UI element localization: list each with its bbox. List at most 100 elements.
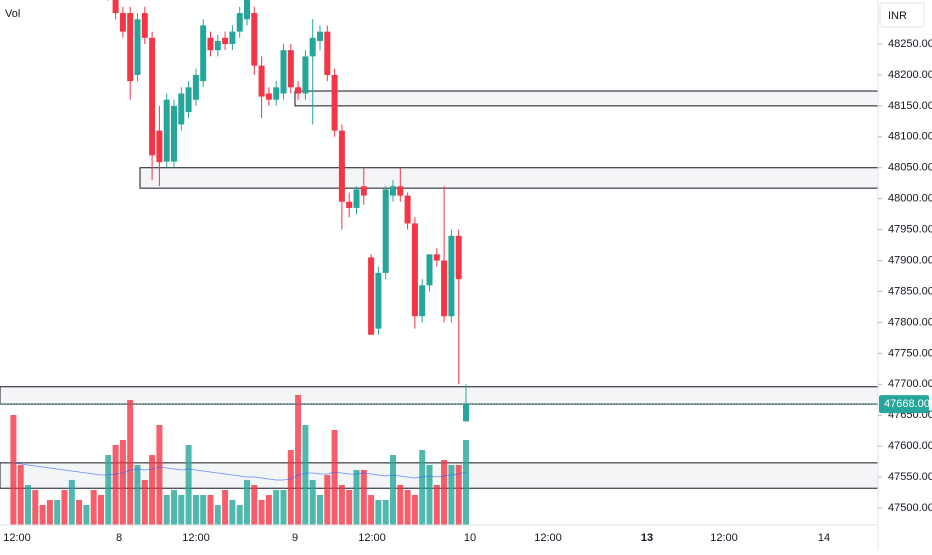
volume-bar <box>149 455 156 525</box>
y-tick-label: 47600.00 <box>888 440 932 452</box>
y-tick-label: 47900.00 <box>888 254 932 266</box>
candle-body <box>178 93 185 125</box>
candle-body <box>360 186 367 196</box>
volume-bar <box>141 480 148 525</box>
volume-bar <box>397 485 404 525</box>
zone <box>294 90 878 107</box>
volume-bar <box>207 495 214 525</box>
x-tick-label: 14 <box>818 532 830 544</box>
volume-bar <box>258 500 265 525</box>
volume-ma <box>13 462 467 481</box>
volume-bar <box>287 450 294 525</box>
volume-bar <box>419 450 426 525</box>
volume-bar <box>455 465 462 525</box>
candle-body <box>185 87 192 113</box>
volume-bar <box>463 440 469 525</box>
y-tick-label: 47850.00 <box>888 285 932 297</box>
y-tick-label: 47800.00 <box>888 316 932 328</box>
candle-body <box>156 130 163 163</box>
candle-body <box>426 254 433 286</box>
volume-bar <box>127 400 134 525</box>
volume-bar <box>222 490 229 525</box>
volume-bar <box>46 500 53 525</box>
candle-body <box>441 260 448 317</box>
candle-body <box>287 50 294 88</box>
candle-body <box>127 13 134 82</box>
volume-bar <box>448 465 455 525</box>
candle-body <box>251 13 258 66</box>
volume-bar <box>214 505 221 525</box>
volume-bar <box>244 480 250 525</box>
candle-body <box>317 31 323 41</box>
x-tick-label: 12:00 <box>710 532 738 544</box>
volume-bar <box>411 495 418 525</box>
volume-bar <box>61 490 68 525</box>
volume-bar <box>25 485 31 525</box>
volume-label: Vol <box>5 8 20 20</box>
candle-body <box>236 13 243 32</box>
x-tick-label: 12:00 <box>182 532 210 544</box>
volume-bar <box>382 500 389 525</box>
volume-bar <box>295 395 302 525</box>
volume-bar <box>98 495 104 525</box>
y-tick-label: 47950.00 <box>888 224 932 236</box>
candle-body <box>295 87 302 94</box>
volume-bar <box>331 430 338 525</box>
candle-body <box>375 272 382 329</box>
volume-bar <box>90 490 97 525</box>
candle-body <box>368 257 375 335</box>
volume-bar <box>17 465 24 525</box>
candle-body <box>163 99 170 162</box>
volume-bar <box>32 490 39 525</box>
volume-bar <box>302 425 309 525</box>
volume-bar <box>185 445 192 525</box>
candle-body <box>265 93 272 100</box>
candle-body <box>463 404 469 422</box>
volume-bar <box>441 460 448 525</box>
volume-bar <box>54 500 61 525</box>
candle-body <box>192 74 199 100</box>
volume-bar <box>317 495 323 525</box>
volume-bar <box>360 470 367 525</box>
candle-body <box>346 201 353 208</box>
candle-body <box>411 223 418 317</box>
candle-body <box>214 40 221 51</box>
candle-body <box>433 254 440 261</box>
volume-bar <box>200 495 207 525</box>
zone <box>139 167 878 189</box>
volume-bar <box>353 470 360 525</box>
volume-bar <box>426 465 433 525</box>
candle-body <box>258 65 265 97</box>
y-tick-label: 47550.00 <box>888 471 932 483</box>
volume-bar <box>433 485 440 525</box>
candle-body <box>353 189 360 208</box>
x-tick-label: 12:00 <box>534 532 562 544</box>
volume-bar <box>105 455 112 525</box>
volume-bar <box>178 495 185 525</box>
candle-body <box>112 0 119 14</box>
y-tick-label: 48150.00 <box>888 100 932 112</box>
currency-box[interactable] <box>879 2 925 28</box>
candle-body <box>455 235 462 280</box>
volume-bar <box>229 500 236 525</box>
volume-bar <box>375 500 382 525</box>
volume-bar <box>390 455 396 525</box>
volume-bar <box>156 425 163 525</box>
y-tick-label: 48000.00 <box>888 193 932 205</box>
candle-body <box>302 56 309 94</box>
volume-bar <box>112 445 119 525</box>
volume-bar <box>368 495 375 525</box>
volume-bar <box>171 490 177 525</box>
volume-bar <box>119 440 126 525</box>
volume-bar <box>68 480 75 525</box>
candle-body <box>324 31 331 75</box>
candle-body <box>273 87 280 100</box>
volume-bar <box>273 490 280 525</box>
volume-bar <box>76 500 83 525</box>
volume-bar <box>280 490 287 525</box>
x-tick-label: 13 <box>641 532 653 544</box>
candle-body <box>119 13 126 32</box>
x-tick-label: 12:00 <box>3 532 31 544</box>
x-tick-label: 12:00 <box>358 532 386 544</box>
